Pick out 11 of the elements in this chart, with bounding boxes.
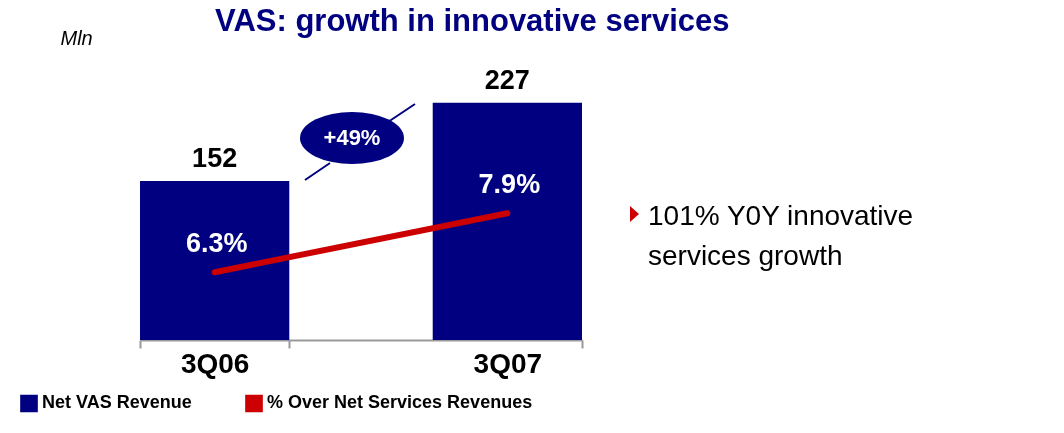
data-label: 6.3% xyxy=(185,228,248,259)
x-tick-label: 3Q07 xyxy=(473,347,543,379)
x-tick-label: 3Q06 xyxy=(180,347,250,379)
data-label: 227 xyxy=(484,64,530,95)
chart-title: VAS: growth in innovative services xyxy=(215,3,730,38)
y-axis-title: Mln xyxy=(60,26,93,49)
data-label: 152 xyxy=(192,143,238,174)
text: 101% Y0Y innovative services growth xyxy=(648,199,915,273)
legend-label: Net VAS Revenue xyxy=(42,392,192,413)
data-label: 7.9% xyxy=(478,169,541,200)
legend-label: % Over Net Services Revenues xyxy=(267,392,533,413)
